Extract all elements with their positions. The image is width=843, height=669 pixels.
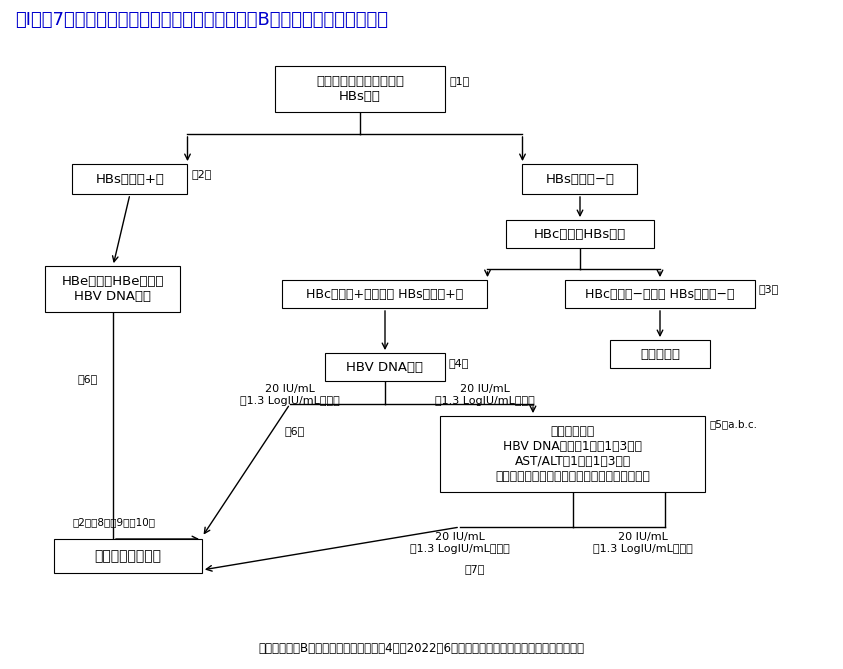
- Text: HBc抗体、HBs抗体: HBc抗体、HBs抗体: [534, 227, 626, 240]
- Text: HBe抗原、HBe抗体、
HBV DNA定量: HBe抗原、HBe抗体、 HBV DNA定量: [62, 275, 164, 303]
- FancyBboxPatch shape: [325, 353, 445, 381]
- Text: HBV DNA定量: HBV DNA定量: [346, 361, 423, 373]
- FancyBboxPatch shape: [506, 220, 654, 248]
- FancyBboxPatch shape: [54, 539, 202, 573]
- Text: （1.3 LogIU/mL）未満: （1.3 LogIU/mL）未満: [593, 544, 693, 554]
- Text: （1.3 LogIU/mL）以上: （1.3 LogIU/mL）以上: [240, 396, 340, 406]
- FancyBboxPatch shape: [46, 266, 180, 312]
- Text: 注1）: 注1）: [450, 76, 470, 86]
- Text: 注7）: 注7）: [465, 564, 486, 574]
- Text: 注6）: 注6）: [285, 426, 305, 436]
- Text: 注2）: 注2）: [191, 169, 212, 179]
- Text: モニタリング
HBV DNA定量　1回／1～3か月
AST/ALT　1回／1～3か月
（治療内容を考慮して間隔・期間を検討する）: モニタリング HBV DNA定量 1回／1～3か月 AST/ALT 1回／1～3…: [496, 425, 651, 483]
- Text: （1.3 LogIU/mL）以上: （1.3 LogIU/mL）以上: [411, 544, 510, 554]
- Text: HBs抗原（+）: HBs抗原（+）: [95, 173, 164, 185]
- FancyBboxPatch shape: [275, 66, 445, 112]
- Text: HBs抗原（−）: HBs抗原（−）: [545, 173, 615, 185]
- Text: 20 IU/mL: 20 IU/mL: [265, 384, 315, 394]
- Text: 図Ⅰ－（7）　免疫抑制・化学療法により発症するB型肝炎対策ガイドライン: 図Ⅰ－（7） 免疫抑制・化学療法により発症するB型肝炎対策ガイドライン: [15, 11, 388, 29]
- FancyBboxPatch shape: [282, 280, 487, 308]
- Text: 注3）: 注3）: [759, 284, 779, 294]
- Text: HBc抗体（−）かつ HBs抗体（−）: HBc抗体（−）かつ HBs抗体（−）: [585, 288, 735, 300]
- Text: HBc抗体（+）または HBs抗体（+）: HBc抗体（+）または HBs抗体（+）: [306, 288, 464, 300]
- Text: 日本肝臓学会B型肝炎ガイドライン（第4版　2022年6月）　日本肝臓学会ホームページより引用: 日本肝臓学会B型肝炎ガイドライン（第4版 2022年6月） 日本肝臓学会ホームペ…: [258, 642, 584, 656]
- Text: 通常の対応: 通常の対応: [640, 347, 680, 361]
- Text: 注5）a.b.c.: 注5）a.b.c.: [710, 419, 758, 429]
- FancyBboxPatch shape: [565, 280, 755, 308]
- Text: 核酸アナログ投与: 核酸アナログ投与: [94, 549, 162, 563]
- FancyBboxPatch shape: [610, 340, 710, 368]
- Text: 20 IU/mL: 20 IU/mL: [460, 384, 510, 394]
- FancyBboxPatch shape: [72, 164, 187, 194]
- Text: 注4）: 注4）: [449, 358, 470, 368]
- Text: 注2）、8）、9）【10）: 注2）、8）、9）【10）: [73, 517, 156, 527]
- FancyBboxPatch shape: [441, 416, 706, 492]
- Text: スクリーニング（全例）
HBs抗原: スクリーニング（全例） HBs抗原: [316, 75, 404, 103]
- Text: 20 IU/mL: 20 IU/mL: [618, 532, 668, 542]
- Text: 注6）: 注6）: [78, 374, 99, 384]
- Text: （1.3 LogIU/mL）未満: （1.3 LogIU/mL）未満: [435, 396, 534, 406]
- FancyBboxPatch shape: [523, 164, 637, 194]
- Text: 20 IU/mL: 20 IU/mL: [435, 532, 485, 542]
